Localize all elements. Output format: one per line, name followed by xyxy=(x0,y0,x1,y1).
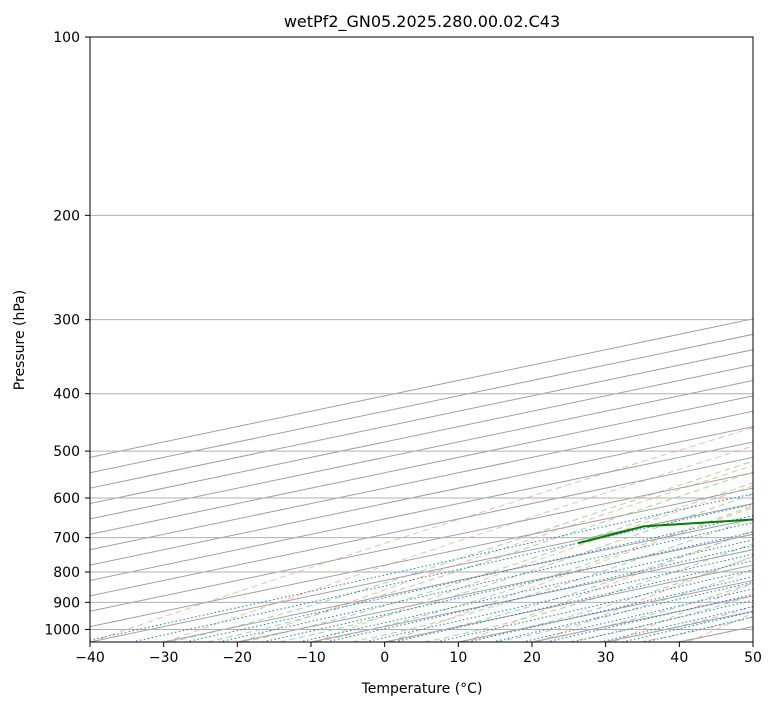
dry-adiabat xyxy=(389,507,753,642)
isotherm-line xyxy=(90,379,753,520)
moist-adiabat xyxy=(279,493,753,642)
curve-labels: 0.10.20.40.611.52346810131620253036-100-… xyxy=(772,606,775,626)
dry-adiabat xyxy=(463,530,753,642)
x-tick-label: 40 xyxy=(670,650,688,666)
chart-title: wetPf2_GN05.2025.280.00.02.C43 xyxy=(284,12,560,32)
y-tick-label: 600 xyxy=(53,491,80,507)
y-tick-label: 900 xyxy=(53,595,80,611)
isotherm-line xyxy=(90,333,753,474)
mixing-ratio-line xyxy=(299,539,753,642)
y-axis-title: Pressure (hPa) xyxy=(12,290,28,390)
x-tick-label: −10 xyxy=(296,650,326,666)
isotherm-line xyxy=(384,564,753,642)
moist-adiabat xyxy=(568,594,753,642)
y-axis: 100 200 300 400 500 600 700 800 900 1000 xyxy=(44,30,90,638)
mixing-ratio-line xyxy=(436,569,753,642)
isotherm-line xyxy=(90,349,753,489)
isotherm-line xyxy=(90,503,753,642)
y-tick-label: 400 xyxy=(53,387,80,403)
data-lines xyxy=(577,518,753,545)
moist-adiabat xyxy=(387,530,753,642)
moist-adiabat xyxy=(496,569,753,642)
x-tick-label: 50 xyxy=(744,650,762,666)
y-tick-label: 500 xyxy=(53,444,80,460)
moist-adiabat xyxy=(460,556,753,642)
x-tick-label: −20 xyxy=(223,650,253,666)
x-tick-label: 20 xyxy=(523,650,541,666)
mixing-ratio-line xyxy=(185,515,753,642)
mixing-ratio-line xyxy=(572,599,753,642)
moist-adiabat xyxy=(243,482,753,642)
isotherm-line xyxy=(90,487,753,628)
dry-adiabat-label: 40 xyxy=(772,606,775,626)
dry-adiabat xyxy=(763,37,775,642)
isotherm-line xyxy=(90,395,753,535)
mixing-ratio-line xyxy=(262,531,753,642)
mixing-ratio-line xyxy=(599,606,753,642)
mixing-ratio-line xyxy=(492,581,753,642)
isotherm-line xyxy=(237,533,753,642)
moist-adiabat xyxy=(315,505,753,642)
isotherm-line xyxy=(605,610,753,642)
dry-adiabat xyxy=(165,445,753,642)
isotherm-line xyxy=(163,518,753,642)
y-tick-label: 200 xyxy=(53,208,80,224)
dry-adiabat xyxy=(90,427,753,642)
plot-frame xyxy=(89,36,754,643)
dewpoint-line xyxy=(577,518,753,545)
mixing-ratio-line xyxy=(325,545,753,642)
moist-adiabat xyxy=(532,582,753,642)
x-tick-label: −40 xyxy=(75,650,105,666)
y-tick-label: 800 xyxy=(53,565,80,581)
isotherm-line xyxy=(90,364,753,505)
background-lines xyxy=(90,37,775,642)
x-axis-title: Temperature (°C) xyxy=(361,681,483,697)
y-tick-label: 300 xyxy=(53,313,80,329)
isotherm-line xyxy=(752,641,753,642)
mixing-ratio-line xyxy=(522,588,753,642)
moist-adiabat xyxy=(424,543,753,642)
x-tick-label: 10 xyxy=(449,650,467,666)
x-tick-label: 30 xyxy=(597,650,615,666)
x-tick-label: −30 xyxy=(149,650,179,666)
isotherm-line xyxy=(90,318,753,458)
isotherm-line xyxy=(90,472,753,612)
x-axis: −40 −30 −20 −10 0 10 20 30 40 50 xyxy=(75,642,762,666)
moist-adiabat xyxy=(170,460,753,642)
dry-adiabat xyxy=(613,582,753,642)
dry-adiabat xyxy=(538,555,753,642)
x-tick-label: 0 xyxy=(380,650,389,666)
y-tick-label: 1000 xyxy=(44,622,80,638)
isotherm-line xyxy=(90,441,753,581)
moist-adiabat xyxy=(604,606,753,642)
mixing-ratio-line xyxy=(365,553,753,642)
isotherm-line xyxy=(90,456,753,597)
mixing-ratio-line xyxy=(131,503,753,642)
moist-adiabat xyxy=(206,471,753,642)
y-tick-label: 700 xyxy=(53,531,80,547)
isotherm-line xyxy=(90,426,753,566)
dry-adiabat xyxy=(314,485,753,642)
isotherm-line xyxy=(90,410,753,551)
y-tick-label: 100 xyxy=(53,30,80,46)
